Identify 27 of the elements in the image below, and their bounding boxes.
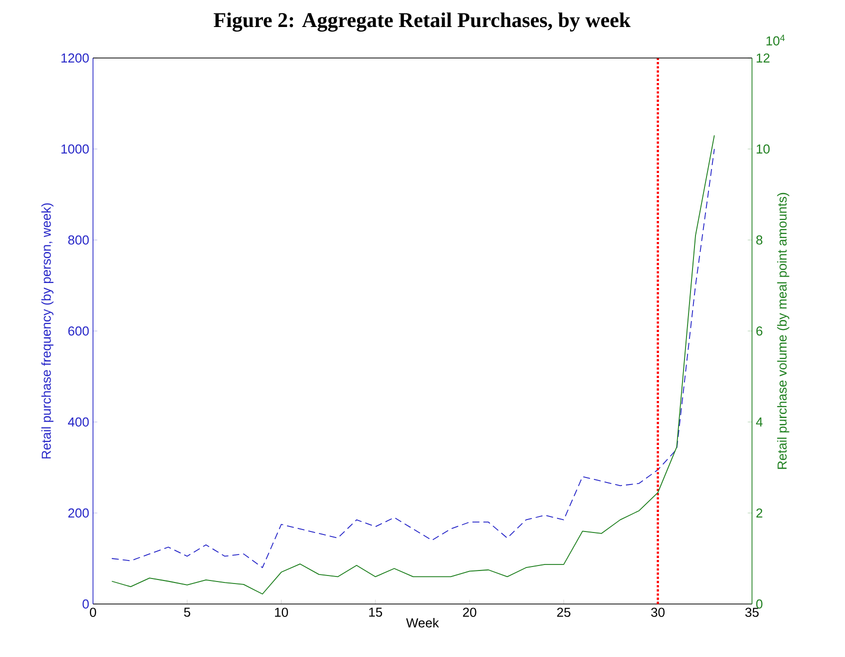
y-tick-label: 1000 — [61, 144, 89, 154]
x-tick-label: 5 — [184, 608, 190, 617]
x-tick-label: 20 — [463, 608, 476, 617]
y-tick-label: 400 — [68, 417, 89, 427]
y2-tick-label: 10 — [756, 144, 770, 154]
y-tick-label: 600 — [68, 326, 89, 336]
y-tick-label: 800 — [68, 235, 89, 245]
y2-tick-label: 8 — [756, 235, 762, 245]
y2-tick-label: 0 — [756, 599, 762, 609]
chart-title: Figure 2: Aggregate Retail Purchases, by week — [214, 12, 631, 32]
y-tick-label: 200 — [68, 508, 89, 518]
x-tick-label: 0 — [90, 608, 96, 617]
x-tick-label: 25 — [557, 608, 570, 617]
y-tick-label: 0 — [82, 599, 89, 609]
y2-axis-title: Retail purchase volume (by meal point amounts) — [777, 192, 790, 469]
x-axis-title: Week — [406, 618, 439, 628]
y2-tick-label: 6 — [756, 326, 762, 336]
y2-tick-label: 12 — [756, 53, 770, 63]
y-tick-label: 1200 — [61, 53, 89, 63]
y2-tick-label: 4 — [756, 418, 763, 426]
x-tick-label: 30 — [651, 608, 665, 617]
x-tick-label: 15 — [369, 608, 382, 617]
x-tick-label: 10 — [275, 608, 288, 617]
text: 10$^{4}$ — [766, 34, 785, 46]
y-axis-title: Retail purchase frequency (by person, week) — [41, 203, 54, 458]
y2-tick-label: 2 — [756, 508, 762, 518]
x-tick-label: 35 — [745, 608, 759, 617]
